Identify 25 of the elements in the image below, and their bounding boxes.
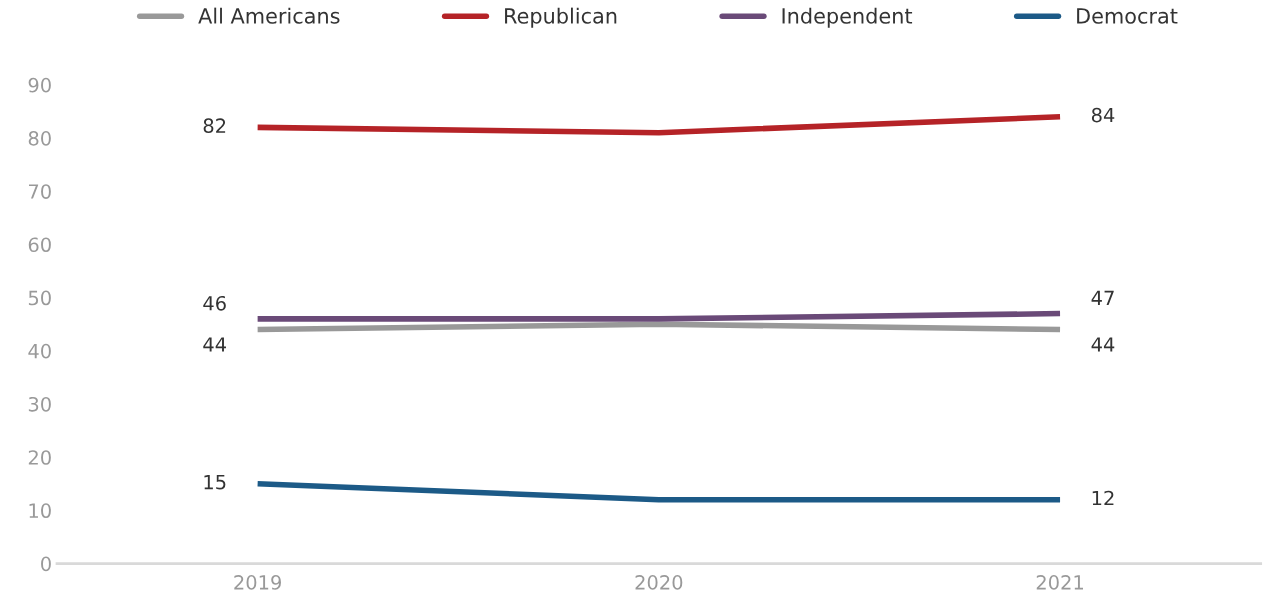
- y-tick-label: 90: [28, 77, 51, 93]
- y-tick-label: 80: [28, 130, 51, 146]
- x-tick-label: 2019: [234, 575, 281, 590]
- x-tick-label: 2020: [635, 575, 683, 590]
- y-tick-label: 40: [28, 343, 51, 359]
- x-tick-label: 2021: [1036, 575, 1083, 590]
- data-label: 47: [1091, 290, 1114, 306]
- y-tick-label: 70: [29, 184, 51, 199]
- data-label: 46: [203, 295, 226, 311]
- y-tick-label: 10: [29, 503, 51, 519]
- data-label: 84: [1091, 107, 1115, 123]
- legend-label: Republican: [505, 7, 617, 28]
- data-label: 15: [204, 474, 226, 490]
- data-label: 12: [1092, 490, 1114, 506]
- y-tick-label: 30: [28, 396, 51, 412]
- y-tick-label: 20: [28, 450, 51, 465]
- y-tick-label: 50: [28, 290, 51, 306]
- data-label: 44: [203, 337, 226, 352]
- data-label: 44: [1091, 337, 1115, 352]
- y-tick-label: 60: [28, 237, 51, 253]
- y-tick-label: 0: [41, 556, 51, 572]
- legend-label: All Americans: [198, 7, 340, 24]
- legend-label: Democrat: [1077, 8, 1178, 24]
- data-label: 82: [203, 118, 226, 134]
- legend-label: Independent: [782, 7, 913, 28]
